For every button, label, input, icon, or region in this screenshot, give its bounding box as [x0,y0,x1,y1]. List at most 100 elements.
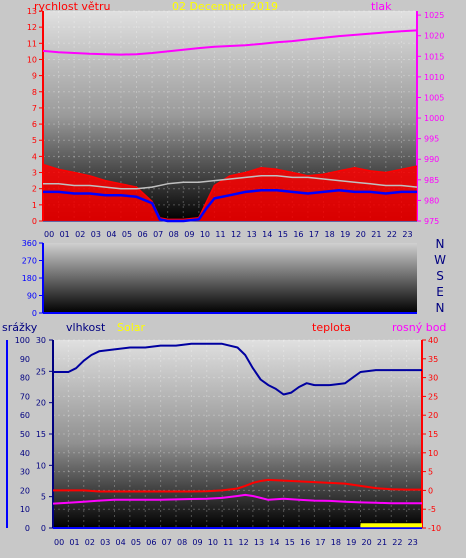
wind-tick-label: 5 [32,136,37,145]
humidity-tick-label: 80 [20,374,30,383]
hour-label: 11 [223,538,233,547]
hour-label: 10 [208,538,218,547]
hour-label: 15 [278,230,288,239]
humidity-tick-label: 50 [20,430,30,439]
rain-tick-label: 10 [36,461,46,470]
hour-label: 12 [239,538,249,547]
temperature-tick-label: 15 [428,430,438,439]
hour-label: 22 [387,230,397,239]
temperature-tick-label: 30 [428,374,438,383]
hour-label: 14 [262,230,272,239]
wind-tick-label: 4 [32,152,37,161]
pressure-tick-label: 975 [424,217,439,226]
wind-tick-label: 10 [27,55,37,64]
direction-tick-label: 360 [22,239,37,248]
humidity-tick-label: 10 [20,505,30,514]
direction-panel-bg [43,243,417,313]
hour-label: 23 [402,230,412,239]
humidity-tick-label: 40 [20,449,30,458]
dewpoint-line [52,493,422,505]
wind-label: rychlost větru [34,0,110,13]
direction-tick-label: 90 [27,292,37,301]
hour-label: 15 [285,538,295,547]
pressure-line [42,29,418,56]
hour-label: 14 [269,538,279,547]
pressure-tick-label: 1005 [424,93,444,102]
hour-label: 13 [254,538,264,547]
hour-label: 18 [331,538,341,547]
hour-label: 03 [91,230,101,239]
wind-tick-label: 1 [32,201,37,210]
temperature-tick-label: -10 [428,524,441,533]
pressure-tick-label: 1015 [424,52,444,61]
rain-tick-label: 0 [41,524,46,533]
rain-tick-label: 20 [36,399,46,408]
compass-label: N [436,301,445,315]
humidity-line [53,342,422,396]
direction-tick-labels: 0 90 180 270 360 [22,239,43,318]
pressure-tick-label: 1010 [424,73,444,82]
pressure-tick-label: 1025 [424,11,444,20]
direction-tick-label: 0 [32,309,37,318]
wind-tick-label: 6 [32,120,37,129]
hour-label: 05 [122,230,132,239]
hour-label: 06 [146,538,156,547]
rain-label: srážky [2,321,38,334]
hour-label: 22 [392,538,402,547]
hour-label: 02 [75,230,85,239]
temperature-line [53,478,422,493]
rain-tick-label: 30 [36,336,46,345]
hour-label: 02 [85,538,95,547]
hour-label: 19 [346,538,356,547]
temperature-tick-label: -5 [428,505,436,514]
hour-label: 18 [325,230,335,239]
hour-label: 20 [362,538,372,547]
pressure-tick-label: 990 [424,155,439,164]
hour-label: 00 [54,538,64,547]
temperature-tick-label: 10 [428,449,438,458]
hour-label: 21 [371,230,381,239]
wind-tick-label: 12 [27,23,37,32]
hour-label: 06 [138,230,148,239]
temperature-tick-label: 5 [428,468,433,477]
temperature-tick-labels: -10 -5 0 5 10 15 20 25 30 35 40 [422,336,441,533]
humidity-tick-label: 70 [20,392,30,401]
hour-label: 05 [131,538,141,547]
hour-label: 08 [169,230,179,239]
wind-tick-label: 2 [32,185,37,194]
climate-series [52,342,422,529]
wind-series [42,29,418,223]
climate-hour-labels: 00 01 02 03 04 05 06 07 08 09 10 11 12 13 14 15 16 17 18 19… [54,538,418,547]
hour-label: 08 [177,538,187,547]
rain-tick-label: 25 [36,367,46,376]
temperature-tick-label: 25 [428,392,438,401]
humidity-tick-labels: 0 10 20 30 40 50 60 70 80 90 100 [15,336,30,533]
hour-label: 13 [247,230,257,239]
rain-tick-label: 5 [41,493,46,502]
pressure-tick-label: 985 [424,176,439,185]
pressure-label: tlak [371,0,392,13]
direction-tick-label: 180 [22,274,37,283]
wind-tick-label: 0 [32,217,37,226]
hour-label: 16 [300,538,310,547]
pressure-tick-label: 980 [424,196,439,205]
humidity-tick-label: 60 [20,411,30,420]
pressure-tick-label: 1000 [424,114,444,123]
wind-tick-label: 9 [32,72,37,81]
wind-hour-labels: 00 01 02 03 04 05 06 07 08 09 10 11 12 13 14 15 16 17 18 19… [44,230,413,239]
hour-label: 00 [44,230,54,239]
humidity-tick-label: 20 [20,486,30,495]
gust-line [42,163,418,221]
humidity-tick-label: 0 [25,524,30,533]
temperature-tick-label: 20 [428,411,438,420]
hour-label: 21 [377,538,387,547]
hour-label: 17 [315,538,325,547]
wind-tick-label: 7 [32,104,37,113]
pressure-tick-labels: 975 980 985 990 995 1000 1005 1010 1015 1020 1025 [417,11,444,226]
hour-label: 09 [184,230,194,239]
pressure-tick-label: 995 [424,135,439,144]
humidity-tick-label: 90 [20,355,30,364]
